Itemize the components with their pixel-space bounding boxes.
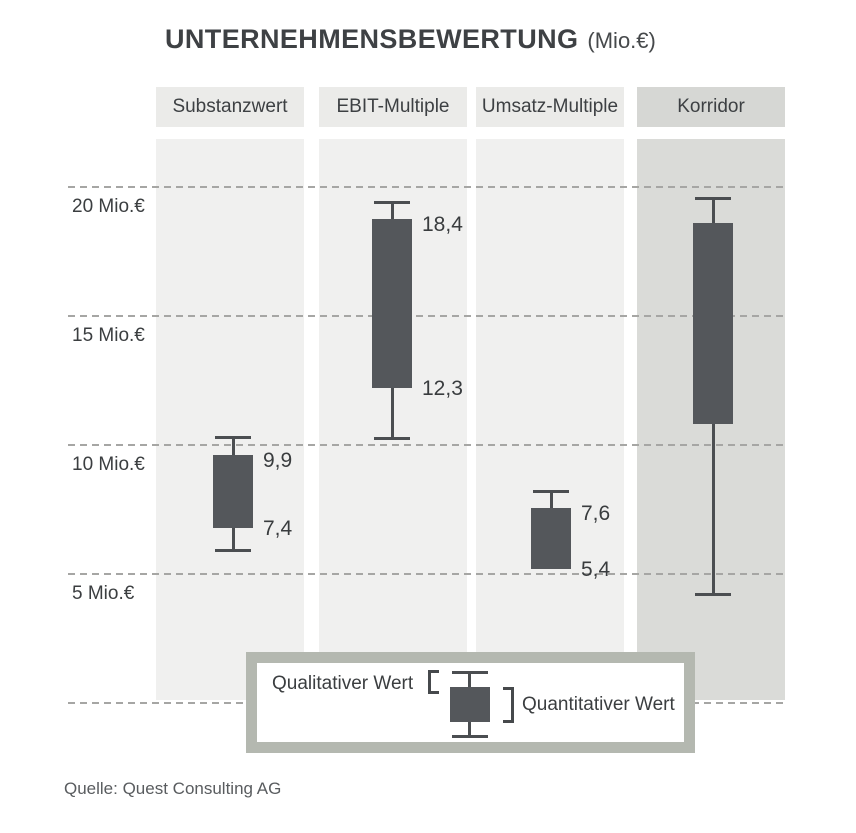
column-header-label: Umsatz-Multiple: [481, 96, 619, 117]
chart-title-unit: (Mio.€): [587, 28, 656, 53]
column-header-label: Substanzwert: [172, 96, 288, 117]
bar-box-korridor: [693, 223, 733, 425]
bar-box-ebit-multiple: [372, 219, 412, 389]
y-tick-20: 20 Mio.€: [72, 196, 145, 217]
bar-box-umsatz-multiple: [531, 508, 571, 569]
column-header-label: Korridor: [677, 96, 745, 117]
gridline-10: [68, 444, 785, 446]
column-header-ebit-multiple: EBIT-Multiple: [319, 87, 467, 127]
bar-box-substanzwert: [213, 455, 253, 528]
source-note: Quelle: Quest Consulting AG: [64, 779, 282, 798]
column-background-substanzwert: [156, 139, 304, 700]
whisker-top-stem-ebit-multiple: [390, 202, 394, 220]
column-header-korridor: Korridor: [637, 87, 785, 127]
legend-qualitative-label: Qualitativer Wert: [272, 673, 414, 694]
whisker-bottom-stem-ebit-multiple: [390, 388, 394, 439]
value-label-bottom-umsatz-multiple: 5,4: [581, 557, 611, 581]
whisker-top-stem-umsatz-multiple: [549, 491, 553, 509]
legend-whisker-bottom-cap-icon: [452, 735, 488, 738]
page-title: UNTERNEHMENSBEWERTUNG (Mio.€): [165, 24, 656, 55]
whisker-top-stem-korridor: [711, 198, 715, 224]
y-tick-15: 15 Mio.€: [72, 325, 145, 346]
value-label-bottom-substanzwert: 7,4: [263, 516, 293, 540]
whisker-top-stem-substanzwert: [231, 437, 235, 456]
legend-quantitative-label: Quantitativer Wert: [522, 694, 675, 715]
value-label-top-umsatz-multiple: 7,6: [581, 502, 611, 526]
value-label-top-ebit-multiple: 18,4: [422, 213, 463, 237]
value-label-bottom-ebit-multiple: 12,3: [422, 377, 463, 401]
whisker-bottom-cap-ebit-multiple: [374, 437, 410, 441]
whisker-bottom-cap-substanzwert: [215, 549, 251, 553]
column-header-substanzwert: Substanzwert: [156, 87, 304, 127]
gridline-20: [68, 186, 785, 188]
whisker-bottom-cap-korridor: [695, 593, 731, 597]
y-tick-5: 5 Mio.€: [72, 583, 135, 604]
chart-title: UNTERNEHMENSBEWERTUNG: [165, 24, 579, 54]
legend-box-glyph-icon: [450, 687, 490, 722]
y-tick-10: 10 Mio.€: [72, 454, 145, 475]
legend-box: Qualitativer Wert Quantitativer Wert: [246, 652, 695, 753]
legend-whisker-top-stem-icon: [468, 671, 471, 687]
column-header-umsatz-multiple: Umsatz-Multiple: [476, 87, 624, 127]
qualitative-bracket-icon: [428, 670, 439, 694]
gridline-5: [68, 573, 785, 575]
quantitative-bracket-icon: [503, 687, 514, 723]
column-header-label: EBIT-Multiple: [336, 96, 450, 117]
whisker-bottom-stem-korridor: [711, 424, 715, 595]
legend-whisker-bottom-stem-icon: [468, 722, 471, 735]
gridline-15: [68, 315, 785, 317]
column-background-umsatz-multiple: [476, 139, 624, 700]
value-label-top-substanzwert: 9,9: [263, 449, 293, 473]
whisker-bottom-stem-substanzwert: [231, 527, 235, 551]
